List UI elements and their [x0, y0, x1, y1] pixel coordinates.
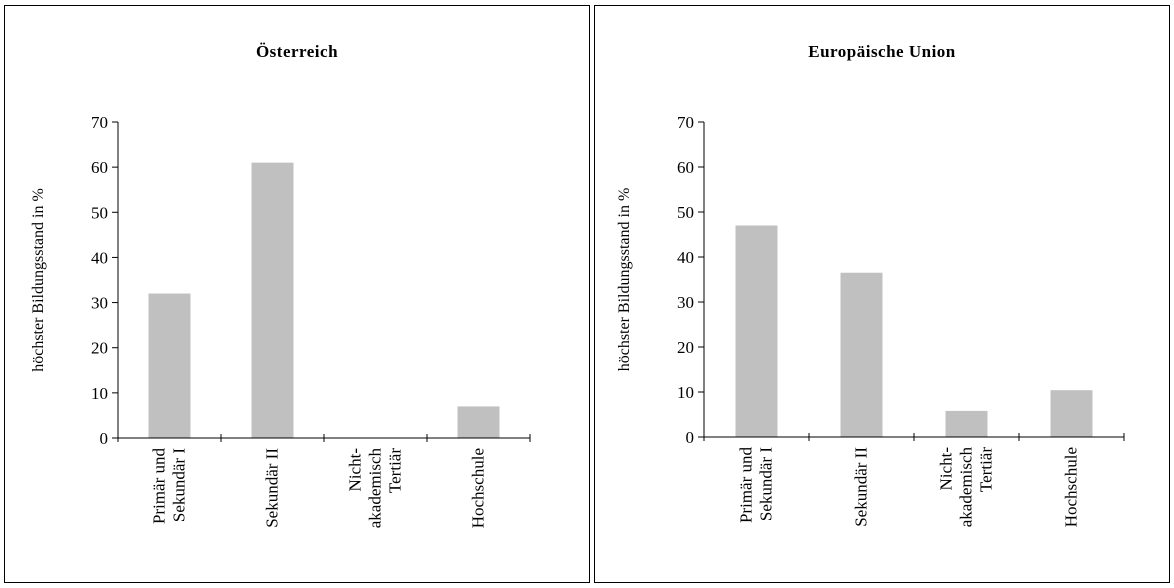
- y-tick-label: 10: [677, 383, 694, 402]
- y-tick-label: 0: [686, 428, 695, 447]
- bar: [457, 406, 500, 438]
- x-category-label: Nicht-akademischTertiär: [937, 447, 996, 528]
- bar-chart-austria: 0 10 20 30 40 50 60 70 höchster Bildungsstand in…: [30, 113, 531, 529]
- x-category-label: Hochschule: [1062, 447, 1081, 527]
- bar: [251, 162, 294, 438]
- y-tick-label: 70: [91, 113, 108, 132]
- x-category-label: Primär undSekundär I: [737, 447, 776, 524]
- y-tick-label: 30: [677, 293, 694, 312]
- bar: [148, 293, 191, 438]
- x-category-label: Sekundär II: [263, 448, 282, 528]
- chart-title: Österreich: [255, 42, 339, 61]
- bar: [735, 225, 778, 437]
- y-tick-label: 50: [677, 203, 694, 222]
- chart-title: Europäische Union: [808, 42, 956, 61]
- x-category-label: Hochschule: [469, 448, 488, 528]
- bar: [1050, 390, 1093, 437]
- bar: [945, 410, 988, 437]
- chart-panel-austria: Österreich 0 10 20 30 40 50 60 70 höchster Bildu…: [4, 5, 590, 583]
- y-tick-label: 60: [677, 158, 694, 177]
- y-tick-label: 0: [100, 429, 109, 448]
- y-tick-label: 10: [91, 384, 108, 403]
- x-category-label: Nicht-akademischTertiär: [346, 448, 405, 529]
- y-tick-label: 40: [677, 248, 694, 267]
- x-category-label: Sekundär II: [852, 447, 871, 527]
- y-axis-label: höchster Bildungsstand in %: [616, 188, 633, 372]
- y-tick-label: 70: [677, 113, 694, 132]
- y-tick-label: 60: [91, 158, 108, 177]
- y-tick-label: 30: [91, 294, 108, 313]
- y-tick-label: 50: [91, 203, 108, 222]
- y-tick-label: 20: [677, 338, 694, 357]
- y-tick-label: 20: [91, 339, 108, 358]
- x-category-label: Primär undSekundär I: [150, 448, 189, 525]
- y-axis-label: höchster Bildungsstand in %: [30, 188, 47, 372]
- bar-chart-eu: 0 10 20 30 40 50 60 70 höchster Bildungsstand in…: [616, 113, 1125, 528]
- bar: [840, 272, 883, 437]
- y-tick-label: 40: [91, 248, 108, 267]
- chart-panel-eu: Europäische Union 0 10 20 30 40 50 60 70 höchste…: [594, 5, 1170, 583]
